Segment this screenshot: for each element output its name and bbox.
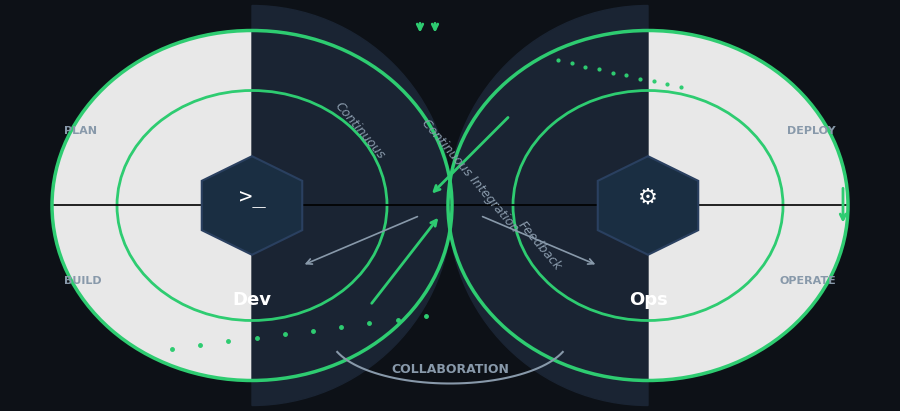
- Text: >_: >_: [238, 187, 266, 208]
- Text: PLAN: PLAN: [64, 125, 97, 136]
- Text: BUILD: BUILD: [64, 275, 102, 286]
- Text: Ops: Ops: [628, 291, 668, 309]
- Text: COLLABORATION: COLLABORATION: [392, 363, 508, 376]
- Text: Continuous: Continuous: [332, 100, 388, 162]
- Wedge shape: [448, 5, 648, 406]
- Text: ⚙: ⚙: [638, 187, 658, 208]
- Text: DEPLOY: DEPLOY: [788, 125, 836, 136]
- Wedge shape: [252, 5, 452, 406]
- Ellipse shape: [448, 30, 848, 381]
- Text: Dev: Dev: [232, 291, 272, 309]
- Text: Feedback: Feedback: [516, 219, 564, 273]
- Polygon shape: [202, 156, 302, 255]
- Polygon shape: [598, 156, 698, 255]
- Text: OPERATE: OPERATE: [779, 275, 836, 286]
- Ellipse shape: [52, 30, 452, 381]
- Text: Continuous Integration: Continuous Integration: [419, 117, 521, 235]
